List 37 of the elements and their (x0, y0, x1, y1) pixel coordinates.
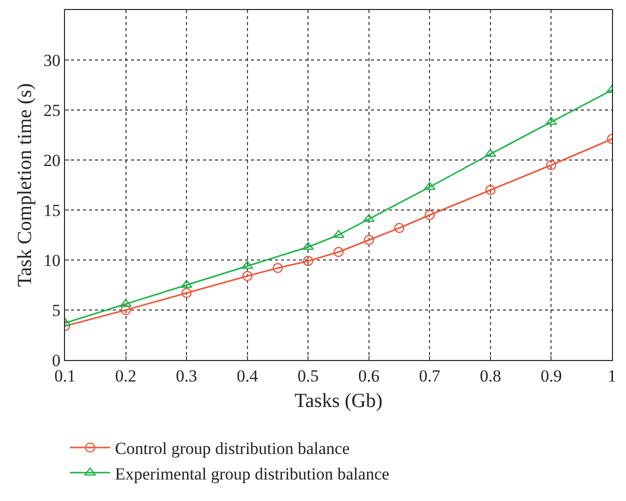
y-tick-label: 10 (44, 250, 60, 270)
point (303, 256, 314, 266)
x-axis-title: Tasks (Gb) (294, 390, 383, 412)
point (484, 148, 496, 157)
x-tick-label: 0.7 (419, 366, 441, 386)
legend-label: Experimental group distribution balance (115, 464, 390, 484)
point (424, 210, 435, 220)
point (181, 288, 192, 298)
point (424, 182, 436, 190)
y-axis-title: Task Completion time (s) (14, 83, 36, 287)
x-tick-label: 0.2 (115, 366, 136, 386)
point (394, 222, 404, 234)
point (242, 260, 254, 269)
x-tick-label: 0.3 (176, 366, 198, 386)
point (242, 270, 252, 282)
y-tick-label: 25 (44, 100, 60, 120)
x-tick-label: 0.9 (540, 366, 562, 386)
y-tick-label: 20 (44, 150, 60, 170)
point (364, 234, 374, 246)
x-tick-label: 0.6 (358, 366, 380, 386)
x-tick-label: 0.8 (480, 366, 502, 386)
point (332, 230, 344, 238)
point (302, 242, 314, 250)
x-tick-label: 0.4 (236, 366, 258, 386)
point (363, 214, 375, 222)
y-tick-label: 30 (44, 50, 60, 70)
point (546, 160, 556, 170)
point (272, 262, 283, 274)
x-tick-label: 0.5 (297, 366, 319, 386)
point (180, 280, 192, 288)
point (485, 184, 496, 196)
point (120, 304, 131, 316)
y-tick-label: 5 (52, 300, 60, 320)
x-tick-label: 1 (608, 366, 616, 386)
point (333, 246, 344, 258)
legend-label: Control group distribution balance (115, 439, 350, 458)
y-tick-label: 15 (44, 200, 60, 220)
